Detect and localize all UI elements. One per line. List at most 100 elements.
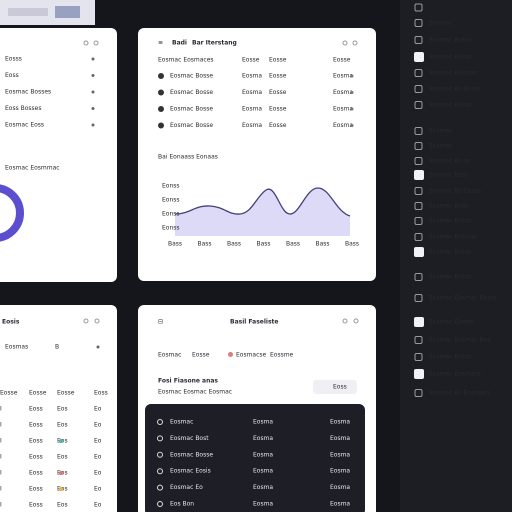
- label[interactable]: Eosmac Eosms: [429, 319, 474, 326]
- label[interactable]: Eosmac: [429, 20, 452, 27]
- label[interactable]: Eosmac Eosss: [429, 354, 471, 361]
- label: I: [0, 470, 2, 477]
- label: Eonss: [162, 225, 180, 232]
- label: Eo: [94, 502, 102, 509]
- label: Eosmac Bosse: [170, 106, 213, 113]
- label: Eosmac Bosse: [170, 122, 213, 129]
- sidebar-icon: [414, 273, 423, 281]
- label: Eoss: [5, 72, 19, 79]
- label: I: [0, 422, 2, 429]
- button[interactable]: [313, 380, 357, 394]
- label[interactable]: Eosmac Eosmacs: [429, 371, 481, 378]
- label[interactable]: Eosmac Eosmac: [429, 70, 478, 77]
- label[interactable]: Eosmac Eosss: [429, 54, 471, 61]
- label[interactable]: Eosmac Eosss: [429, 102, 471, 109]
- label: Eosmac Bosse: [170, 89, 213, 96]
- label[interactable]: Eosmac Eosss: [429, 218, 471, 225]
- label: Eosmac Eosmaces: [158, 57, 214, 64]
- icon: [83, 40, 89, 46]
- sidebar-icon: [414, 3, 423, 12]
- label: Eosmac Bost: [170, 435, 209, 442]
- label[interactable]: Eosmac Eosmac Bos: [429, 337, 491, 344]
- label: Eo: [94, 470, 102, 477]
- label: Eosma: [333, 106, 353, 113]
- label: Eosmac: [170, 419, 193, 426]
- label: Eoss: [29, 502, 43, 509]
- label: Eosse: [269, 122, 287, 129]
- label[interactable]: Eosmac Eosmac Bosss: [429, 295, 497, 302]
- label: Bar Iterstang: [192, 40, 237, 47]
- label: Bass: [198, 241, 212, 248]
- label: B: [55, 344, 59, 351]
- label: Bass: [257, 241, 271, 248]
- label: Eoss: [29, 438, 43, 445]
- dark-rows: Eosmac Eosma Eosma Eosmac Bost Eosma Eosma Eos…: [170, 419, 350, 508]
- label[interactable]: Eosmac: [429, 128, 452, 135]
- icon: [350, 74, 354, 78]
- label: Eosse: [269, 89, 287, 96]
- area: [175, 188, 350, 236]
- label[interactable]: Eosmac Eosss: [429, 249, 471, 256]
- icon: [157, 484, 163, 491]
- label: Eosma: [253, 435, 273, 442]
- icon: [158, 73, 164, 79]
- icon: [91, 74, 95, 77]
- label[interactable]: Eosmac Boss: [429, 203, 468, 210]
- label: Eosmac Eosmmac: [5, 165, 60, 172]
- icon: [59, 471, 63, 475]
- label: Eosmac: [158, 352, 181, 359]
- label[interactable]: Eosmac Eosmac: [429, 234, 478, 241]
- label: Eos: [57, 454, 68, 461]
- icon: [157, 451, 163, 458]
- icon: [158, 106, 164, 112]
- label: Eosma: [333, 122, 353, 129]
- label[interactable]: Eosmac Bo Eosss: [429, 188, 481, 195]
- icon: [352, 40, 358, 46]
- icon: [342, 318, 348, 324]
- label[interactable]: Eosmac Eosss: [429, 274, 471, 281]
- label[interactable]: Eosmac Eo Eosmacs: [429, 390, 490, 397]
- icon: [83, 318, 89, 324]
- label: I: [0, 454, 2, 461]
- sidebar-icon: [414, 317, 424, 327]
- icon: [91, 90, 95, 94]
- label: Eosma: [242, 89, 262, 96]
- label: ⊟: [158, 319, 163, 326]
- icon: [350, 124, 354, 127]
- label: Eosis: [2, 319, 20, 326]
- label: Eosma: [330, 451, 350, 458]
- sidebar-icon: [414, 389, 423, 397]
- label: Eosma: [330, 468, 350, 475]
- label: Fosi Fiasone anas: [158, 378, 218, 385]
- label[interactable]: Eosmac Eoss: [429, 172, 468, 179]
- label[interactable]: Eosmac: [429, 143, 452, 150]
- icon: [353, 318, 359, 324]
- icon: [157, 435, 163, 442]
- sidebar-icon: [414, 217, 423, 225]
- label: Eonss: [162, 211, 180, 218]
- label: Eoss Bosses: [5, 105, 41, 112]
- label: Eosma: [330, 419, 350, 426]
- sidebar-icon: [414, 187, 423, 195]
- sidebar-icon: [414, 202, 423, 210]
- donut: [0, 184, 24, 242]
- sidebar-icon: [414, 85, 423, 93]
- label: Eosmac Eo: [170, 484, 203, 491]
- label: Eosss: [5, 56, 22, 63]
- sidebar-icon: [414, 170, 424, 180]
- label: Eoss: [29, 486, 43, 493]
- label[interactable]: Eosmac Bo ss: [429, 158, 470, 165]
- icon: [96, 345, 100, 349]
- label: Eo: [94, 454, 102, 461]
- icon: [158, 89, 164, 96]
- label: Bass: [227, 241, 241, 248]
- label: Eosma: [253, 484, 273, 491]
- left-bottom-card: [0, 305, 117, 512]
- label[interactable]: Eosmac Bosss: [429, 37, 471, 44]
- label[interactable]: Eosmac Bo Eosss: [429, 86, 481, 93]
- icon: [157, 501, 163, 507]
- label: Bass: [345, 241, 359, 248]
- label: Eo: [94, 486, 102, 493]
